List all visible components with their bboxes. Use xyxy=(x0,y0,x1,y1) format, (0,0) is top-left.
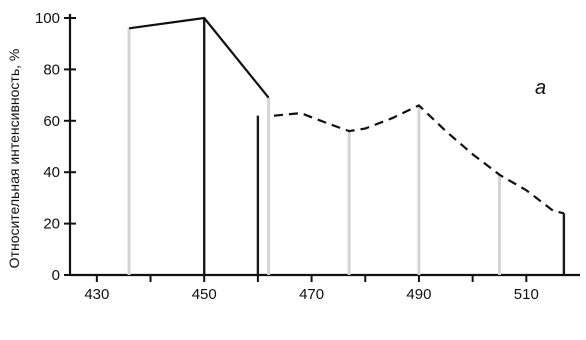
envelope-solid-curve xyxy=(128,16,270,99)
y-tick-label: 100 xyxy=(35,10,60,27)
x-tick-label: 490 xyxy=(406,286,431,303)
y-tick-labels: 0 20 40 60 80 100 xyxy=(35,10,76,284)
y-tick-label: 80 xyxy=(43,61,60,78)
y-tick-label: 60 xyxy=(43,113,60,130)
data-curves xyxy=(128,16,565,215)
panel-label: a xyxy=(535,77,546,99)
y-tick-label: 20 xyxy=(43,216,60,233)
x-tick-label: 450 xyxy=(192,286,217,303)
emission-lines xyxy=(127,18,566,275)
x-tick-labels: 430 450 470 490 510 xyxy=(84,275,539,303)
x-tick-label: 510 xyxy=(514,286,539,303)
envelope-dashed-curve xyxy=(273,104,565,215)
y-tick-label: 40 xyxy=(43,164,60,181)
axes xyxy=(68,14,580,277)
y-axis-label-group: Относительная интенсивность, % xyxy=(6,49,22,269)
y-axis-label: Относительная интенсивность, % xyxy=(6,49,22,269)
x-tick-label: 470 xyxy=(299,286,324,303)
y-tick-label: 0 xyxy=(52,267,60,284)
x-tick-label: 430 xyxy=(84,286,109,303)
